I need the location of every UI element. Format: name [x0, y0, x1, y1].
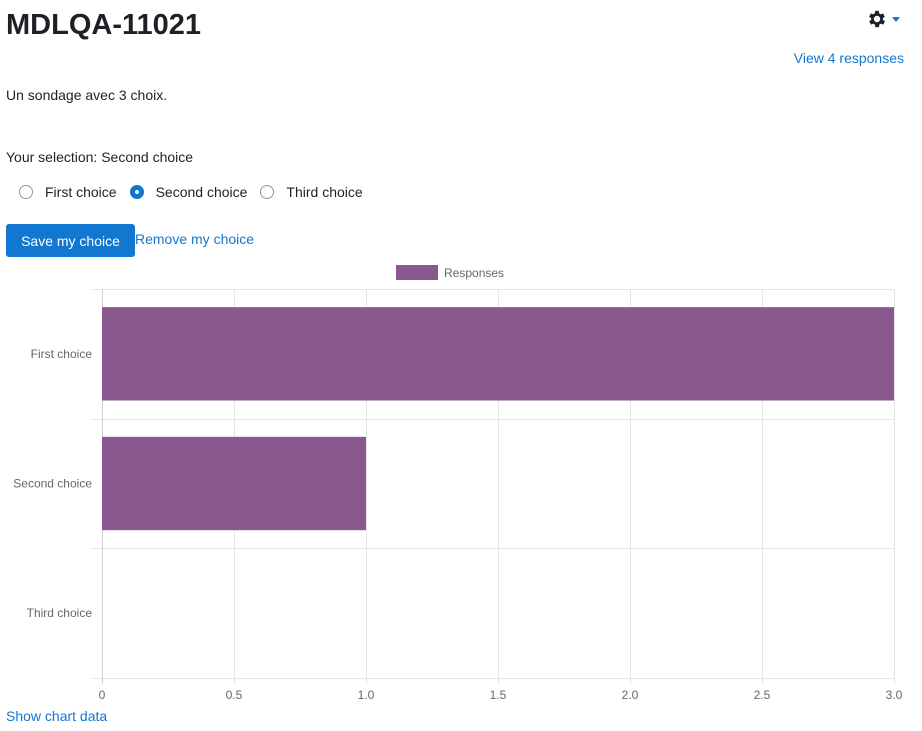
gear-icon — [866, 8, 888, 30]
responses-chart: Responses First choice Second choice Third… — [13, 265, 903, 702]
chart-bars — [102, 307, 894, 531]
chart-y-labels: First choice Second choice Third choice — [13, 347, 92, 620]
x-tick-label: 2.0 — [622, 688, 639, 702]
y-tick-label: First choice — [31, 347, 93, 361]
radio-first-choice[interactable] — [19, 185, 33, 199]
save-choice-button[interactable]: Save my choice — [6, 224, 135, 257]
bar-first-choice[interactable] — [102, 307, 894, 401]
remove-choice-link[interactable]: Remove my choice — [135, 231, 255, 247]
option-label: Second choice — [155, 184, 248, 200]
x-tick-label: 0.5 — [226, 688, 243, 702]
y-tick-label: Second choice — [13, 477, 92, 491]
x-tick-label: 1.5 — [490, 688, 507, 702]
option-label: First choice — [45, 184, 117, 200]
option-third-choice[interactable]: Third choice — [260, 183, 363, 201]
legend-label-responses: Responses — [444, 266, 504, 280]
show-chart-data-link[interactable]: Show chart data — [6, 708, 108, 724]
x-tick-label: 3.0 — [886, 688, 903, 702]
chart-legend[interactable]: Responses — [396, 265, 504, 280]
option-label: Third choice — [286, 184, 363, 200]
option-second-choice[interactable]: Second choice — [129, 183, 248, 201]
chart-x-labels: 0 0.5 1.0 1.5 2.0 2.5 3.0 — [99, 688, 903, 702]
option-first-choice[interactable]: First choice — [19, 183, 117, 201]
radio-third-choice[interactable] — [260, 185, 275, 199]
y-tick-label: Third choice — [27, 606, 93, 620]
caret-down-icon — [892, 16, 900, 22]
x-tick-label: 1.0 — [358, 688, 375, 702]
choice-intro: Un sondage avec 3 choix. — [6, 87, 168, 103]
view-responses-link[interactable]: View 4 responses — [793, 50, 904, 66]
choice-options: First choice Second choice Third choice — [19, 183, 376, 201]
x-tick-label: 2.5 — [754, 688, 771, 702]
x-tick-label: 0 — [99, 688, 106, 702]
radio-second-choice[interactable] — [129, 185, 144, 199]
bar-second-choice[interactable] — [102, 436, 366, 531]
settings-menu-button[interactable] — [866, 6, 912, 32]
current-selection: Your selection: Second choice — [6, 149, 194, 165]
page-title: MDLQA-11021 — [6, 9, 202, 41]
legend-swatch-responses — [396, 265, 438, 280]
